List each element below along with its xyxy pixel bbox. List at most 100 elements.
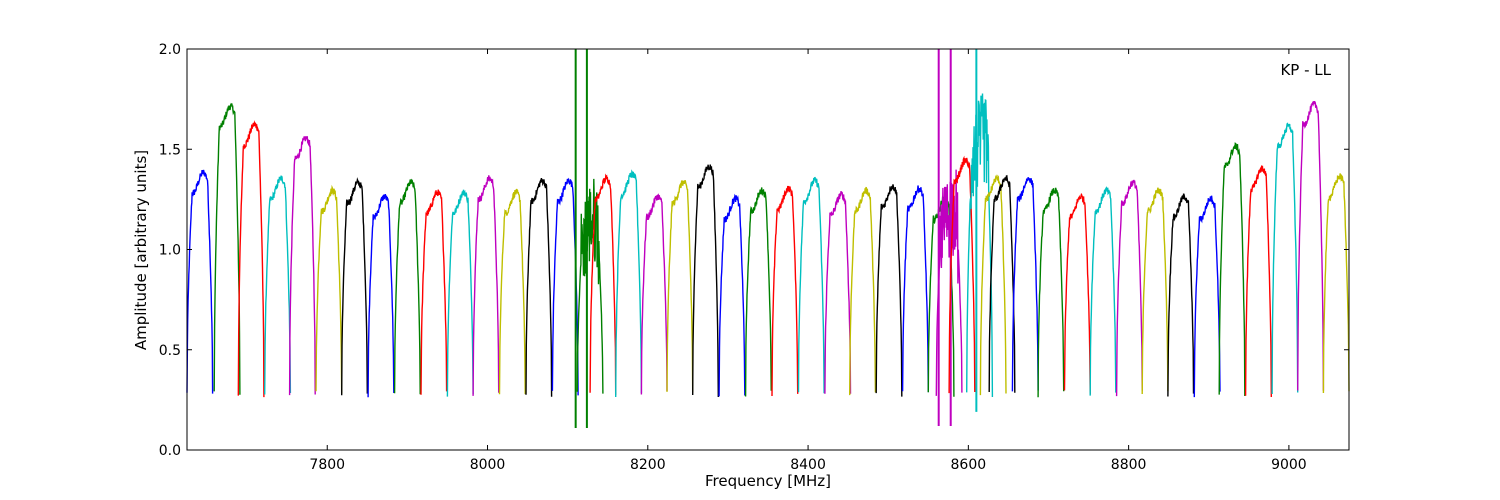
channel-1: [186, 169, 214, 394]
channel-14: [525, 177, 553, 397]
channel-23: [744, 187, 772, 397]
channel-5: [288, 135, 316, 396]
channel-line: [744, 187, 772, 397]
channel-line: [797, 176, 825, 394]
channel-22: [718, 193, 746, 397]
channel-19: [640, 193, 668, 395]
channel-7: [341, 177, 368, 396]
channel-line: [237, 120, 265, 398]
x-tick-label: 8800: [1111, 457, 1147, 473]
channel-31: [935, 49, 963, 426]
channel-line: [1063, 192, 1091, 395]
channel-line: [948, 155, 976, 394]
channel-line: [666, 180, 694, 393]
channel-line: [1296, 100, 1325, 391]
channel-12: [472, 175, 500, 396]
channel-9: [393, 178, 421, 395]
channel-line: [472, 175, 500, 396]
channel-44: [1218, 142, 1246, 397]
channel-32: [948, 155, 976, 394]
channel-line: [446, 189, 474, 397]
x-axis-label: Frequency [MHz]: [705, 472, 831, 490]
channel-line: [1037, 187, 1065, 398]
channel-line: [1244, 165, 1273, 398]
channel-line: [1271, 122, 1299, 395]
channel-6: [315, 184, 343, 394]
channel-line: [988, 174, 1016, 393]
channel-line: [966, 93, 994, 398]
channel-line: [288, 135, 316, 396]
channel-line: [1322, 173, 1350, 394]
y-tick-label: 0.0: [159, 443, 181, 459]
x-tick-label: 9000: [1271, 457, 1307, 473]
channel-18: [615, 169, 643, 398]
channel-line: [576, 178, 604, 394]
channel-line: [525, 177, 553, 397]
x-tick-label: 8600: [951, 457, 987, 473]
channel-line: [213, 102, 241, 395]
series-layer: [186, 49, 1350, 428]
channel-16: [574, 49, 604, 428]
channel-15: [551, 177, 579, 396]
channel-line: [824, 191, 852, 394]
channel-24: [771, 185, 799, 397]
channel-8: [367, 193, 395, 398]
channel-10: [420, 189, 448, 395]
channel-line: [1193, 195, 1221, 398]
channel-39: [1089, 186, 1117, 396]
channel-line: [979, 174, 1007, 396]
x-tick-label: 7800: [309, 457, 345, 473]
channel-line: [615, 169, 643, 398]
channel-line: [901, 185, 929, 393]
channel-line: [264, 175, 292, 395]
channel-line: [341, 177, 368, 396]
channel-13: [498, 188, 526, 395]
channel-line: [420, 189, 448, 395]
channel-11: [446, 189, 474, 397]
channel-line: [1115, 179, 1143, 397]
channel-37: [1037, 187, 1065, 398]
channel-36: [1011, 177, 1039, 392]
y-tick-label: 2.0: [159, 42, 181, 58]
channel-3: [237, 120, 265, 398]
channel-2: [213, 102, 241, 395]
channel-48: [1322, 173, 1350, 394]
channel-45: [1244, 165, 1273, 398]
y-tick-label: 1.5: [159, 142, 181, 158]
channel-line: [718, 193, 746, 397]
channel-47: [1296, 100, 1325, 391]
x-tick-label: 8200: [630, 457, 666, 473]
channel-line: [1218, 142, 1246, 397]
chart-annotation: KP - LL: [1280, 61, 1331, 79]
y-axis-label: Amplitude [arbitrary units]: [132, 150, 150, 350]
channel-33: [966, 49, 994, 412]
y-tick-label: 1.0: [159, 243, 181, 259]
channel-38: [1063, 192, 1091, 395]
channel-42: [1167, 193, 1195, 397]
channel-29: [901, 185, 929, 393]
channel-21: [692, 164, 719, 398]
channel-line: [551, 177, 579, 396]
x-tick-label: 8400: [790, 457, 826, 473]
channel-line: [771, 185, 799, 397]
channel-4: [264, 175, 292, 395]
channel-27: [849, 186, 877, 396]
y-tick-label: 0.5: [159, 343, 181, 359]
channel-26: [824, 191, 852, 394]
channel-34: [979, 174, 1007, 396]
channel-40: [1115, 179, 1143, 397]
channel-line: [692, 164, 719, 398]
channel-line: [640, 193, 668, 395]
channel-line: [875, 184, 903, 397]
channel-line: [315, 184, 343, 394]
channel-line: [498, 188, 526, 395]
channel-line: [1167, 193, 1195, 397]
channel-28: [875, 184, 903, 397]
channel-line: [589, 173, 617, 395]
ticks-layer: 7800 8000 8200 8400 8600 8800 9000 0.0 0.5 1.0 1.5…: [159, 42, 1349, 473]
channel-line: [1089, 186, 1117, 396]
channel-line: [849, 186, 877, 396]
channel-line: [1141, 187, 1169, 395]
channel-line: [935, 169, 963, 396]
